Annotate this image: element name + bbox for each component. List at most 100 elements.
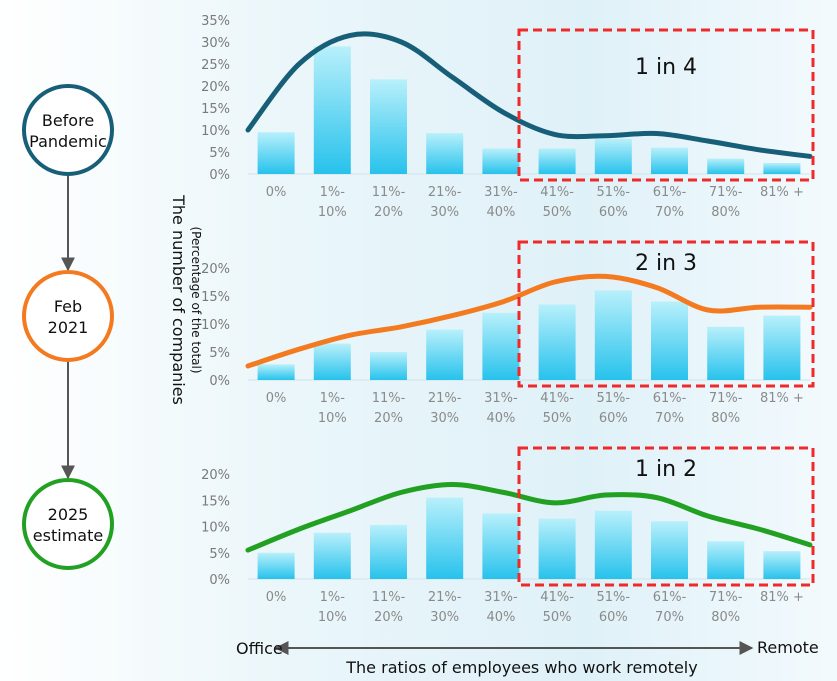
x-tick-label: 71%-	[709, 185, 743, 200]
x-tick-label: 30%	[430, 411, 459, 426]
bar	[651, 301, 688, 380]
highlight-ratio-label: 1 in 4	[635, 55, 697, 80]
x-tick-label: 60%	[599, 610, 628, 625]
highlight-ratio-label: 1 in 2	[635, 457, 697, 482]
bar	[370, 79, 407, 174]
x-tick-label: 51%-	[597, 391, 631, 406]
x-tick-label: 70%	[655, 205, 684, 220]
x-tick-label: 61%-	[653, 590, 687, 605]
y-tick-label: 20%	[201, 262, 230, 277]
x-tick-label: 10%	[318, 610, 347, 625]
bar	[482, 312, 520, 380]
x-tick-label: 50%	[543, 411, 572, 426]
highlight-box	[517, 446, 815, 587]
y-tick-label: 5%	[209, 346, 230, 361]
x-tick-label: 81% +	[760, 185, 804, 200]
bar	[426, 497, 464, 579]
x-tick-label: 31%-	[484, 590, 518, 605]
x-tick-label: 50%	[543, 205, 572, 220]
bar	[313, 46, 351, 174]
x-tick-label: 20%	[374, 205, 403, 220]
bar	[370, 352, 407, 380]
x-tick-label: 80%	[711, 411, 740, 426]
timeline-label: estimate	[33, 526, 103, 545]
y-tick-label: 20%	[201, 468, 230, 483]
x-tick-label: 0%	[266, 391, 287, 406]
x-tick-label: 51%-	[597, 590, 631, 605]
x-tick-label: 0%	[266, 185, 287, 200]
x-tick-label: 41%-	[540, 590, 574, 605]
x-tick-label: 1%-	[320, 391, 346, 406]
x-tick-label: 50%	[543, 610, 572, 625]
x-tick-label: 60%	[599, 411, 628, 426]
x-tick-label: 31%-	[484, 185, 518, 200]
x-tick-label: 11%-	[372, 590, 406, 605]
y-tick-label: 25%	[201, 58, 230, 73]
bar	[651, 147, 688, 174]
charts: 0% 5% 10% 15% 20% 25% 30% 35% 0% 1%- 10% 11%- 20% 21%…	[201, 14, 815, 625]
bar	[651, 521, 688, 579]
trend-line	[245, 273, 813, 369]
x-tick-label: 11%-	[372, 391, 406, 406]
x-tick-label: 61%-	[653, 391, 687, 406]
x-tick-label: 40%	[486, 205, 515, 220]
bar	[707, 326, 745, 380]
x-tick-label: 71%-	[709, 391, 743, 406]
y-tick-label: 10%	[201, 124, 230, 139]
bar	[594, 510, 632, 579]
y-tick-label: 0%	[209, 168, 230, 183]
bar	[594, 290, 632, 380]
x-tick-label: 41%-	[540, 391, 574, 406]
highlight-box	[517, 240, 815, 388]
bar	[482, 513, 520, 579]
bar	[538, 148, 576, 174]
x-tick-label: 80%	[711, 610, 740, 625]
y-axis-title: The number of companies	[169, 194, 188, 405]
x-tick-label: 1%-	[320, 590, 346, 605]
y-tick-label: 0%	[209, 374, 230, 389]
x-tick-label: 0%	[266, 590, 287, 605]
bar	[257, 552, 295, 579]
timeline: Before Pandemic Feb 2021 2025 estimate	[22, 84, 114, 570]
bar	[482, 148, 520, 174]
y-tick-label: 10%	[201, 318, 230, 333]
timeline-label: Pandemic	[29, 132, 107, 151]
x-tick-label: 80%	[711, 205, 740, 220]
chart-panel: 0% 5% 10% 15% 20% 0% 1%- 10% 11%- 20% 21%- 30% 31%- 4…	[201, 446, 815, 625]
timeline-label: Before	[42, 111, 94, 130]
y-axis-subtitle: (Percentage of the total)	[189, 226, 203, 373]
x-left-label: Office	[236, 639, 283, 658]
x-tick-label: 60%	[599, 205, 628, 220]
x-tick-label: 40%	[486, 610, 515, 625]
chart-panel: 0% 5% 10% 15% 20% 0% 1%- 10% 11%- 20% 21%- 30% 31%- 4…	[201, 240, 815, 426]
x-tick-label: 70%	[655, 610, 684, 625]
bar	[426, 133, 464, 174]
timeline-circle	[22, 84, 114, 176]
y-tick-label: 35%	[201, 14, 230, 29]
timeline-circle	[22, 478, 114, 570]
bar	[538, 518, 576, 579]
x-right-label: Remote	[757, 638, 819, 657]
bar	[707, 158, 745, 174]
y-tick-label: 15%	[201, 102, 230, 117]
bar	[257, 364, 295, 380]
timeline-circle	[22, 270, 114, 362]
timeline-node: Feb 2021	[22, 270, 114, 362]
highlight-ratio-label: 2 in 3	[635, 251, 697, 276]
x-tick-label: 21%-	[428, 185, 462, 200]
x-tick-label: 10%	[318, 205, 347, 220]
trend-line	[245, 31, 813, 159]
y-tick-label: 15%	[201, 290, 230, 305]
x-tick-label: 70%	[655, 411, 684, 426]
x-tick-label: 21%-	[428, 590, 462, 605]
bar	[257, 132, 295, 174]
x-tick-label: 21%-	[428, 391, 462, 406]
x-tick-label: 1%-	[320, 185, 346, 200]
y-tick-label: 20%	[201, 80, 230, 95]
timeline-node: 2025 estimate	[22, 478, 114, 570]
x-tick-label: 41%-	[540, 185, 574, 200]
bar	[594, 138, 632, 174]
x-axis-title: The ratios of employees who work remotel…	[345, 658, 697, 677]
bar	[707, 541, 745, 579]
